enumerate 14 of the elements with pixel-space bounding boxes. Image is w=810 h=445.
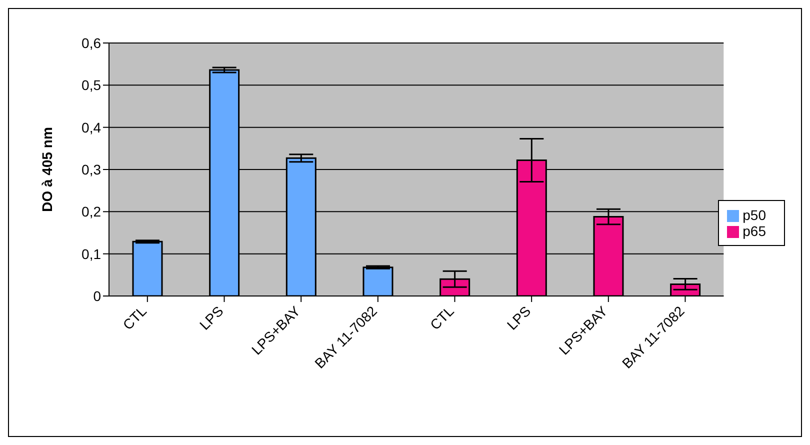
x-tick-label: CTL [426, 302, 458, 333]
y-tick-label: 0,4 [82, 119, 102, 136]
x-tick-label: LPS [196, 302, 226, 333]
y-tick-label: 0,1 [82, 246, 102, 262]
x-tick-label: CTL [120, 302, 150, 333]
x-tick-label: LPS [504, 302, 534, 333]
y-axis-title: DO à 405 nm [38, 127, 55, 212]
legend-label: p50 [742, 206, 766, 222]
y-tick-label: 0,2 [82, 204, 102, 220]
y-tick-label: 0,5 [82, 77, 102, 94]
legend-label: p65 [742, 222, 766, 238]
y-tick-label: 0,6 [82, 34, 102, 51]
y-tick-label: 0 [93, 288, 102, 304]
y-tick-label: 0,3 [82, 161, 102, 178]
